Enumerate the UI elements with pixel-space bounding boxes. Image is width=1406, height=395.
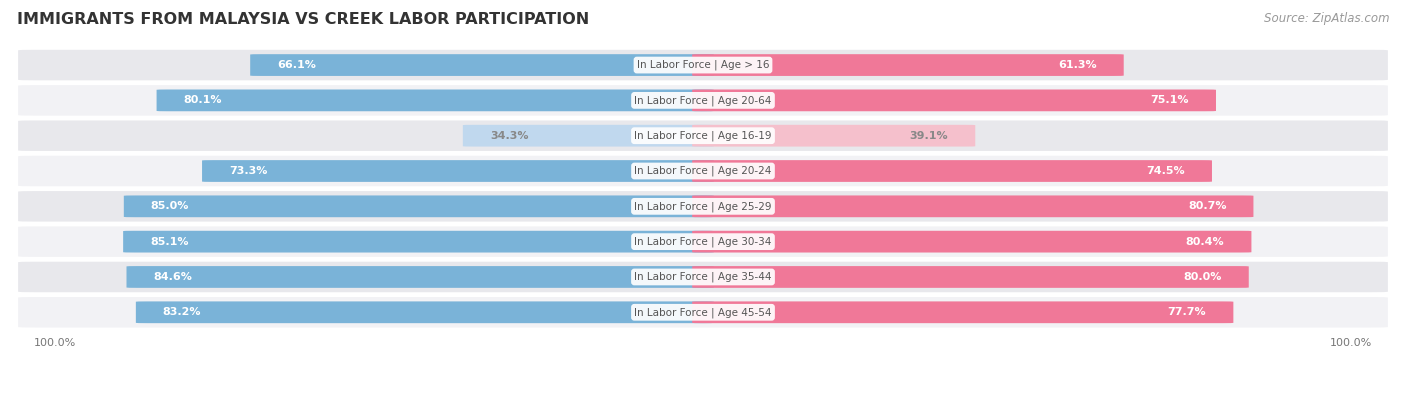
FancyBboxPatch shape [18, 226, 1388, 257]
Text: In Labor Force | Age 45-54: In Labor Force | Age 45-54 [634, 307, 772, 318]
Text: 80.0%: 80.0% [1184, 272, 1222, 282]
Text: 84.6%: 84.6% [153, 272, 193, 282]
Text: 80.7%: 80.7% [1188, 201, 1226, 211]
Text: In Labor Force | Age > 16: In Labor Force | Age > 16 [637, 60, 769, 70]
FancyBboxPatch shape [18, 297, 1388, 327]
Text: In Labor Force | Age 20-24: In Labor Force | Age 20-24 [634, 166, 772, 176]
Text: 85.0%: 85.0% [150, 201, 190, 211]
FancyBboxPatch shape [692, 231, 1251, 252]
FancyBboxPatch shape [18, 50, 1388, 80]
Text: In Labor Force | Age 30-34: In Labor Force | Age 30-34 [634, 236, 772, 247]
Text: IMMIGRANTS FROM MALAYSIA VS CREEK LABOR PARTICIPATION: IMMIGRANTS FROM MALAYSIA VS CREEK LABOR … [17, 12, 589, 27]
Text: 85.1%: 85.1% [150, 237, 188, 246]
Text: 80.4%: 80.4% [1185, 237, 1225, 246]
Text: 66.1%: 66.1% [277, 60, 316, 70]
Text: 80.1%: 80.1% [184, 95, 222, 105]
FancyBboxPatch shape [692, 196, 1253, 217]
FancyBboxPatch shape [156, 90, 714, 111]
Text: In Labor Force | Age 16-19: In Labor Force | Age 16-19 [634, 130, 772, 141]
FancyBboxPatch shape [692, 54, 1123, 76]
FancyBboxPatch shape [124, 231, 714, 252]
FancyBboxPatch shape [692, 125, 976, 147]
Text: 77.7%: 77.7% [1168, 307, 1206, 317]
FancyBboxPatch shape [692, 90, 1216, 111]
Text: 100.0%: 100.0% [34, 339, 76, 348]
FancyBboxPatch shape [692, 301, 1233, 323]
Text: 73.3%: 73.3% [229, 166, 267, 176]
FancyBboxPatch shape [202, 160, 714, 182]
Text: 74.5%: 74.5% [1146, 166, 1185, 176]
Text: 100.0%: 100.0% [1330, 339, 1372, 348]
Text: In Labor Force | Age 25-29: In Labor Force | Age 25-29 [634, 201, 772, 212]
FancyBboxPatch shape [18, 156, 1388, 186]
FancyBboxPatch shape [463, 125, 714, 147]
Text: 34.3%: 34.3% [489, 131, 529, 141]
FancyBboxPatch shape [250, 54, 714, 76]
Text: In Labor Force | Age 35-44: In Labor Force | Age 35-44 [634, 272, 772, 282]
Text: 83.2%: 83.2% [163, 307, 201, 317]
Text: 39.1%: 39.1% [910, 131, 948, 141]
FancyBboxPatch shape [692, 266, 1249, 288]
Text: In Labor Force | Age 20-64: In Labor Force | Age 20-64 [634, 95, 772, 105]
FancyBboxPatch shape [136, 301, 714, 323]
Text: 61.3%: 61.3% [1059, 60, 1097, 70]
FancyBboxPatch shape [692, 160, 1212, 182]
FancyBboxPatch shape [18, 191, 1388, 222]
FancyBboxPatch shape [124, 196, 714, 217]
Text: Source: ZipAtlas.com: Source: ZipAtlas.com [1264, 12, 1389, 25]
FancyBboxPatch shape [18, 120, 1388, 151]
Text: 75.1%: 75.1% [1150, 95, 1189, 105]
FancyBboxPatch shape [18, 262, 1388, 292]
FancyBboxPatch shape [18, 85, 1388, 116]
FancyBboxPatch shape [127, 266, 714, 288]
